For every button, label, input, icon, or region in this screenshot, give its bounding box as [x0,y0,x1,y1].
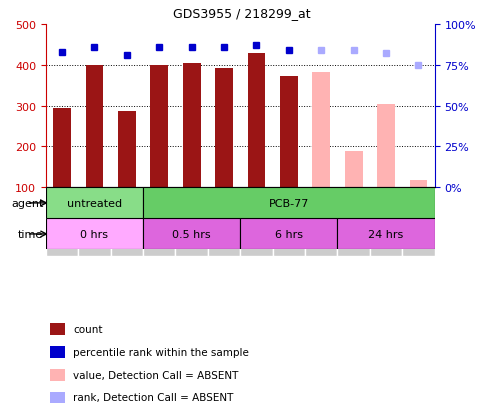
Bar [50,369,65,381]
Text: GSM158382: GSM158382 [349,193,358,244]
Bar [402,188,435,256]
Text: GSM158378: GSM158378 [220,193,228,244]
Text: 6 hrs: 6 hrs [275,229,303,240]
Text: GDS3955 / 218299_at: GDS3955 / 218299_at [173,7,310,20]
Bar [50,323,65,335]
Bar [377,105,395,188]
Text: percentile rank within the sample: percentile rank within the sample [73,347,249,357]
Bar [50,346,65,358]
Bar [248,54,265,188]
Bar [345,151,363,188]
Text: 0.5 hrs: 0.5 hrs [172,229,211,240]
Text: GSM158374: GSM158374 [90,193,99,244]
Text: PCB-77: PCB-77 [269,198,309,209]
Text: count: count [73,324,102,335]
Bar [208,188,241,256]
Bar [338,188,370,256]
Bar [143,188,435,219]
Bar [111,188,143,256]
Text: time: time [18,229,43,240]
Bar [78,188,111,256]
Bar [46,188,78,256]
Bar [215,69,233,188]
Text: GSM158381: GSM158381 [317,193,326,244]
Text: rank, Detection Call = ABSENT: rank, Detection Call = ABSENT [73,392,233,403]
Bar [410,180,427,188]
Text: GSM158380: GSM158380 [284,193,293,244]
Bar [305,188,338,256]
Text: GSM158376: GSM158376 [155,193,164,244]
Text: untreated: untreated [67,198,122,209]
Text: GSM158384: GSM158384 [414,193,423,244]
Text: 0 hrs: 0 hrs [81,229,109,240]
Bar [313,73,330,188]
Bar [175,188,208,256]
Text: GSM158383: GSM158383 [382,193,391,244]
Bar [143,188,175,256]
Bar [150,66,168,188]
Text: agent: agent [11,198,43,209]
Bar [280,77,298,188]
Bar [85,66,103,188]
Bar [183,64,200,188]
Text: GSM158373: GSM158373 [57,193,67,244]
Text: GSM158375: GSM158375 [122,193,131,244]
Bar [46,219,143,250]
Text: GSM158377: GSM158377 [187,193,196,244]
Bar [241,188,273,256]
Text: GSM158379: GSM158379 [252,193,261,244]
Text: 24 hrs: 24 hrs [369,229,404,240]
Bar [118,111,136,188]
Bar [53,108,71,188]
Bar [143,219,241,250]
Text: value, Detection Call = ABSENT: value, Detection Call = ABSENT [73,370,239,380]
Bar [273,188,305,256]
Bar [46,188,143,219]
Bar [370,188,402,256]
Bar [50,392,65,404]
Bar [241,219,338,250]
Bar [338,219,435,250]
